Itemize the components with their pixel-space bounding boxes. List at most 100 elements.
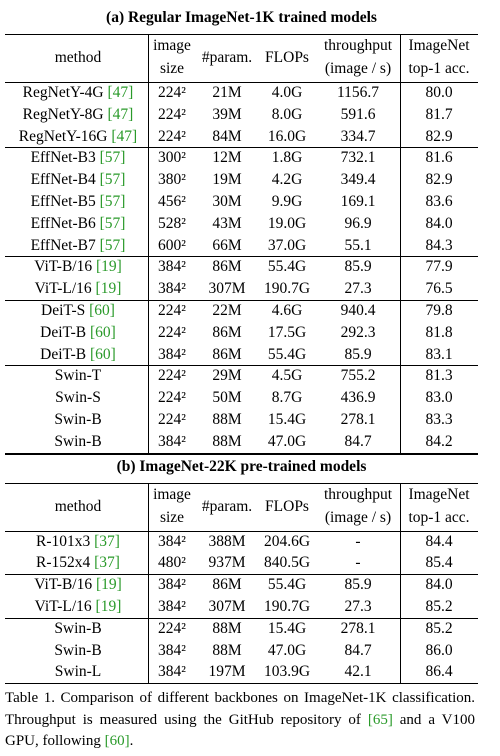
citation[interactable]: [37]	[94, 532, 120, 550]
caption: Table 1. Comparison of different backbon…	[5, 688, 475, 753]
citation[interactable]: [60]	[89, 345, 116, 363]
method-name: ViT-L/16	[34, 597, 92, 615]
cell: 88M	[212, 619, 242, 637]
citation[interactable]: [19]	[95, 576, 122, 594]
citation[interactable]: [57]	[99, 214, 126, 232]
method-cell: ViT-B/16 [19]	[8, 575, 148, 595]
column-header: top-1 acc.	[408, 60, 470, 77]
cell: 937M	[208, 554, 246, 572]
citation[interactable]: [19]	[95, 280, 122, 298]
caption-text: Table 1. Comparison of different backbon…	[5, 690, 475, 728]
rule	[5, 256, 478, 258]
method-name: RegNetY-4G	[22, 83, 104, 101]
cell: 82.9	[425, 171, 453, 189]
cell: 47.0G	[267, 641, 307, 659]
column-header: FLOPs	[265, 49, 309, 66]
cell: 21M	[212, 83, 242, 101]
column-header: (image / s)	[324, 60, 392, 77]
column-rule	[148, 34, 149, 453]
citation[interactable]: [57]	[99, 171, 126, 189]
cell: 528²	[158, 214, 186, 232]
column-header: size	[159, 60, 185, 77]
cell: 83.3	[425, 410, 453, 428]
citation[interactable]: [19]	[95, 597, 122, 615]
citation[interactable]: [60]	[89, 301, 115, 319]
method-cell: RegNetY-4G [47]	[8, 83, 148, 103]
cell: 83.1	[425, 345, 453, 363]
citation[interactable]: [47]	[107, 83, 134, 101]
cell: 83.0	[425, 389, 453, 407]
citation[interactable]: [19]	[95, 258, 122, 276]
method-name: EffNet-B3	[30, 149, 96, 167]
method-cell: DeiT-B [60]	[8, 323, 148, 343]
cell: 81.7	[425, 105, 453, 123]
cell: 43M	[212, 214, 242, 232]
cell: 334.7	[340, 127, 376, 145]
method-name: EffNet-B5	[30, 192, 96, 210]
citation[interactable]: [37]	[94, 554, 120, 572]
cell: 86M	[212, 258, 242, 276]
cell: 55.4G	[267, 345, 307, 363]
cell: 224²	[158, 323, 186, 341]
column-header: image	[153, 485, 191, 503]
column-header: throughput	[323, 37, 393, 54]
cell: 224²	[158, 619, 186, 637]
cell: 84.2	[425, 432, 453, 450]
cell: 4.2G	[271, 171, 303, 189]
cell: 86.4	[425, 663, 453, 681]
rule	[5, 617, 478, 619]
cell: 88M	[212, 432, 242, 450]
method-name: DeiT-B	[40, 345, 87, 363]
cell: 204.6G	[263, 532, 311, 550]
method-cell: ViT-L/16 [19]	[8, 597, 148, 617]
cell: 4.6G	[271, 301, 303, 319]
cell: 39M	[212, 105, 242, 123]
cell: 9.9G	[271, 192, 303, 210]
cell: 224²	[158, 410, 186, 428]
cell: 384²	[158, 280, 186, 298]
cell: 55.1	[344, 236, 372, 254]
method-cell: EffNet-B5 [57]	[8, 192, 148, 212]
citation[interactable]: [47]	[107, 105, 134, 123]
cell: 30M	[212, 192, 242, 210]
cell: 85.2	[425, 597, 453, 615]
cell: 4.0G	[271, 83, 303, 101]
cell: 224²	[158, 83, 186, 101]
cell: -	[355, 554, 361, 572]
method-name: Swin-B	[54, 619, 102, 637]
column-header: size	[159, 508, 185, 526]
method-cell: RegNetY-8G [47]	[8, 105, 148, 125]
cell: 81.8	[425, 323, 453, 341]
citation[interactable]: [60]	[104, 733, 130, 749]
cell: 86M	[212, 323, 242, 341]
column-header: FLOPs	[265, 497, 309, 515]
citation[interactable]: [65]	[367, 711, 393, 728]
cell: 19.0G	[267, 214, 307, 232]
cell: 224²	[158, 367, 186, 385]
citation[interactable]: [57]	[99, 236, 126, 254]
citation[interactable]: [47]	[111, 127, 138, 145]
method-cell: Swin-T	[8, 366, 148, 386]
cell: 85.9	[344, 345, 372, 363]
method-cell: DeiT-B [60]	[8, 345, 148, 365]
citation[interactable]: [60]	[89, 323, 116, 341]
cell: 81.6	[425, 149, 453, 167]
column-rule	[400, 482, 401, 684]
cell: -	[355, 532, 361, 550]
column-header: method	[54, 49, 102, 66]
method-name: ViT-B/16	[34, 576, 93, 594]
cell: 307M	[208, 597, 246, 615]
cell: 388M	[208, 532, 246, 550]
cell: 84.3	[425, 236, 453, 254]
method-name: ViT-B/16	[34, 258, 93, 276]
cell: 190.7G	[263, 597, 311, 615]
cell: 79.8	[425, 301, 453, 319]
column-header: #param.	[201, 49, 253, 66]
cell: 224²	[158, 105, 186, 123]
method-cell: Swin-B	[8, 641, 148, 661]
method-name: DeiT-S	[41, 301, 86, 319]
method-name: Swin-T	[54, 367, 102, 385]
citation[interactable]: [57]	[99, 192, 126, 210]
citation[interactable]: [57]	[99, 149, 126, 167]
method-name: EffNet-B4	[30, 171, 96, 189]
